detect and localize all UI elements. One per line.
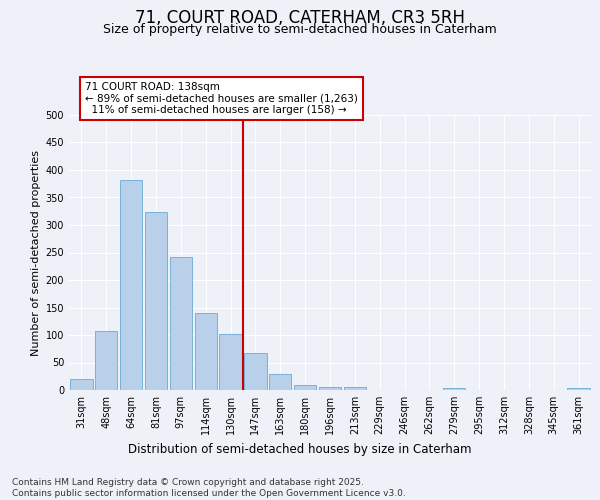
Text: Distribution of semi-detached houses by size in Caterham: Distribution of semi-detached houses by … <box>128 442 472 456</box>
Text: 71 COURT ROAD: 138sqm
← 89% of semi-detached houses are smaller (1,263)
  11% of: 71 COURT ROAD: 138sqm ← 89% of semi-deta… <box>85 82 358 115</box>
Bar <box>344 387 366 390</box>
Bar <box>170 257 192 390</box>
Bar <box>319 387 341 390</box>
Bar <box>194 313 217 390</box>
Text: 71, COURT ROAD, CATERHAM, CR3 5RH: 71, COURT ROAD, CATERHAM, CR3 5RH <box>135 9 465 27</box>
Bar <box>443 388 466 390</box>
Bar <box>244 353 266 390</box>
Text: Size of property relative to semi-detached houses in Caterham: Size of property relative to semi-detach… <box>103 22 497 36</box>
Text: Contains HM Land Registry data © Crown copyright and database right 2025.
Contai: Contains HM Land Registry data © Crown c… <box>12 478 406 498</box>
Bar <box>568 388 590 390</box>
Bar <box>269 374 292 390</box>
Bar <box>294 384 316 390</box>
Bar <box>220 334 242 390</box>
Bar <box>145 212 167 390</box>
Bar <box>95 331 118 390</box>
Y-axis label: Number of semi-detached properties: Number of semi-detached properties <box>31 150 41 356</box>
Bar <box>70 379 92 390</box>
Bar <box>120 180 142 390</box>
